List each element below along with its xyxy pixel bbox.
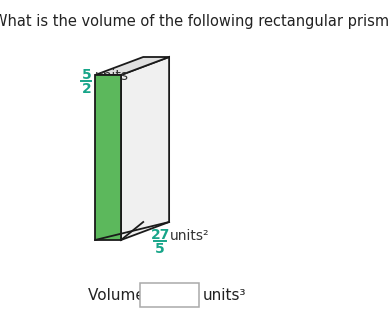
Polygon shape (95, 57, 169, 75)
Text: Volume =: Volume = (88, 287, 162, 303)
Polygon shape (121, 57, 169, 240)
Text: 2: 2 (82, 82, 91, 96)
Text: What is the volume of the following rectangular prism?: What is the volume of the following rect… (0, 14, 390, 29)
Text: 5: 5 (155, 242, 165, 256)
Bar (140, 283, 199, 307)
Text: units³: units³ (203, 287, 246, 303)
Text: units²: units² (170, 229, 209, 243)
Text: 27: 27 (151, 228, 170, 242)
Text: units: units (95, 69, 129, 83)
Text: 5: 5 (82, 68, 91, 82)
Polygon shape (95, 75, 121, 240)
